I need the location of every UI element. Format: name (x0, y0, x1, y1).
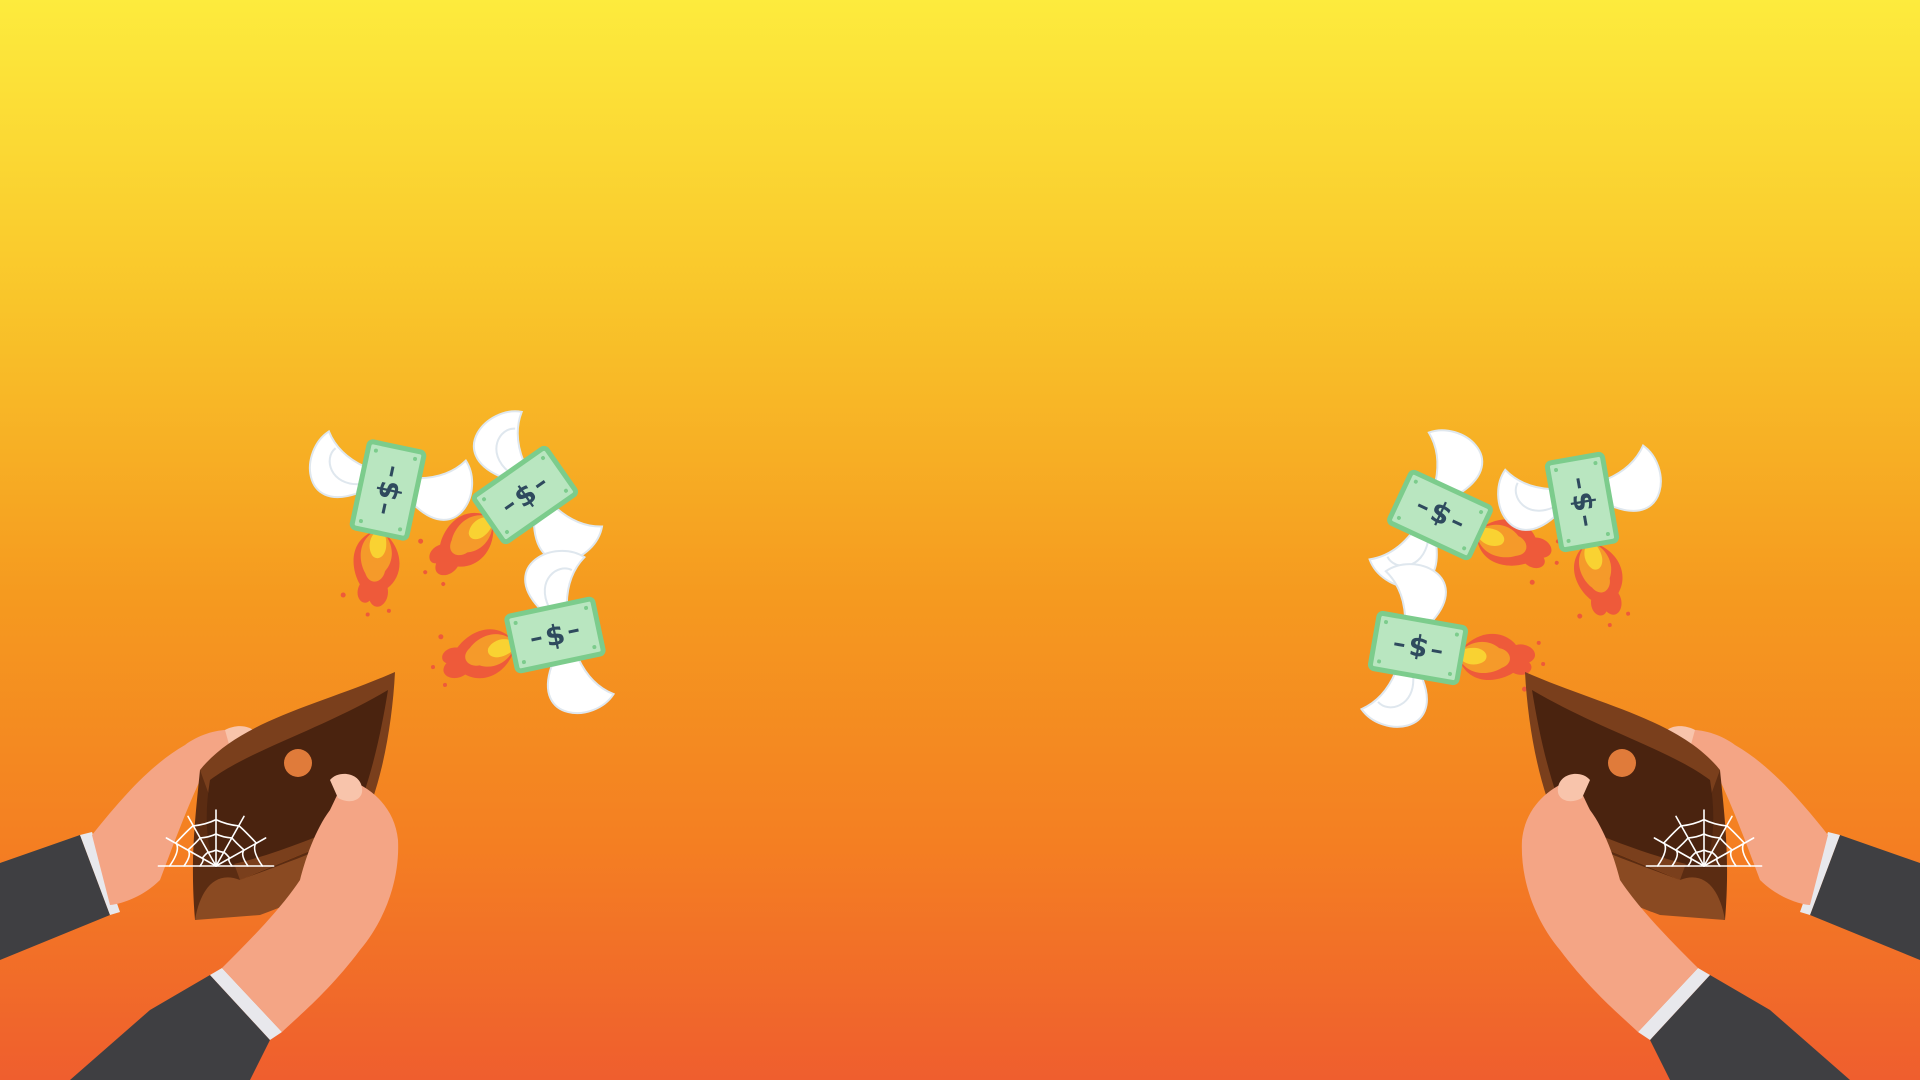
left-flying-money-group (281, 402, 616, 742)
flying-dollar-bill-icon (1359, 560, 1558, 751)
right-empty-wallet-hands (1522, 672, 1920, 1080)
left-empty-wallet-hands (0, 672, 398, 1080)
right-flying-money-group (1359, 422, 1684, 751)
